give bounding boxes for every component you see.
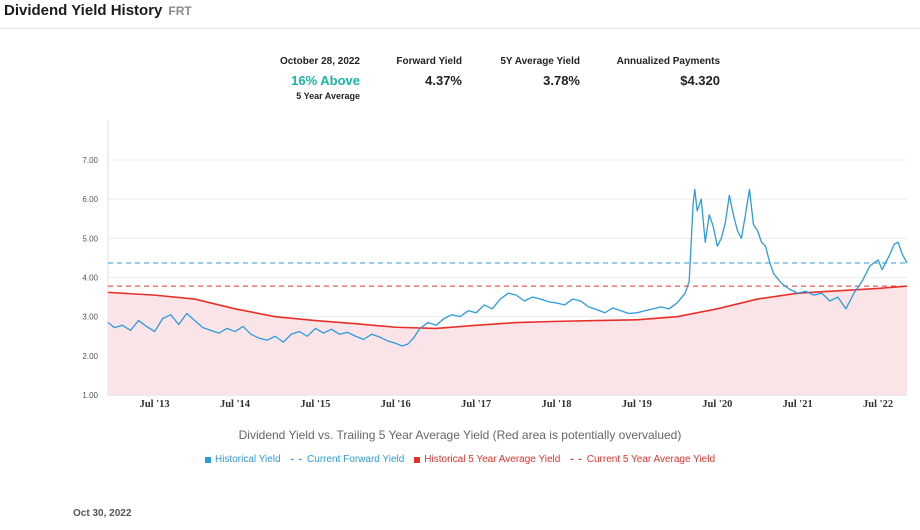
overvalued-area [108, 286, 907, 395]
y-tick-label: 3.00 [82, 313, 98, 322]
stat-payments-value: $4.320 [680, 73, 720, 88]
stat-avg-block: 5Y Average Yield 3.78% [488, 56, 580, 88]
x-tick-label: Jul '19 [622, 399, 652, 410]
x-tick-label: Jul '20 [702, 399, 732, 410]
legend-historical-5y[interactable]: Historical 5 Year Average Yield [414, 454, 560, 465]
legend-historical-label: Historical Yield [214, 454, 281, 465]
legend-hist5y-label: Historical 5 Year Average Yield [424, 454, 561, 465]
legend-dash-icon: - - [290, 454, 304, 465]
x-tick-label: Jul '14 [220, 399, 251, 410]
legend-square-icon [414, 456, 421, 463]
historical-5y-avg-line [107, 285, 908, 330]
legend-forward-label: Current Forward Yield [307, 454, 405, 465]
stat-forward-label: Forward Yield [396, 56, 462, 67]
historical-yield-line [107, 188, 908, 347]
footer-date: Oct 30, 2022 [73, 508, 132, 519]
stat-position-value: 16% Above [291, 73, 360, 88]
x-tick-label: Jul '15 [300, 399, 330, 410]
stat-payments-label: Annualized Payments [616, 56, 720, 67]
stat-payments-block: Annualized Payments $4.320 [600, 56, 720, 88]
stat-position-note: 5 Year Average [296, 91, 360, 101]
x-tick-label: Jul '17 [461, 399, 491, 410]
y-tick-label: 7.00 [82, 156, 98, 165]
legend-dash-icon: - - [570, 454, 583, 465]
legend-current5y-label: Current 5 Year Average Yield [586, 454, 716, 465]
legend-forward-yield[interactable]: - - Current Forward Yield [291, 454, 405, 465]
y-tick-label: 5.00 [82, 234, 98, 243]
y-tick-label: 1.00 [82, 391, 98, 400]
page-title: Dividend Yield History [4, 2, 163, 19]
y-tick-label: 2.00 [82, 352, 98, 361]
legend-current-5y[interactable]: - - Current 5 Year Average Yield [570, 454, 715, 465]
stat-avg-label: 5Y Average Yield [500, 56, 580, 67]
stat-forward-value: 4.37% [425, 73, 462, 88]
chart-legend: Historical Yield - - Current Forward Yie… [0, 454, 920, 465]
x-tick-label: Jul '16 [381, 399, 411, 410]
legend-historical-yield[interactable]: Historical Yield [204, 454, 281, 465]
stat-avg-value: 3.78% [543, 73, 580, 88]
y-tick-label: 4.00 [82, 274, 98, 283]
header-divider [0, 28, 920, 29]
y-tick-label: 6.00 [82, 195, 98, 204]
x-tick-label: Jul '22 [863, 399, 893, 410]
x-tick-label: Jul '13 [140, 399, 170, 410]
chart-caption: Dividend Yield vs. Trailing 5 Year Avera… [238, 428, 682, 442]
stat-date-block: October 28, 2022 16% Above 5 Year Averag… [250, 56, 360, 101]
ticker-symbol: FRT [168, 4, 192, 18]
stat-forward-block: Forward Yield 4.37% [380, 56, 462, 88]
legend-square-icon [204, 456, 211, 463]
x-tick-label: Jul '21 [783, 399, 813, 410]
title-row: Dividend Yield History FRT [4, 2, 192, 19]
x-tick-label: Jul '18 [542, 399, 572, 410]
stat-date: October 28, 2022 [279, 56, 360, 67]
